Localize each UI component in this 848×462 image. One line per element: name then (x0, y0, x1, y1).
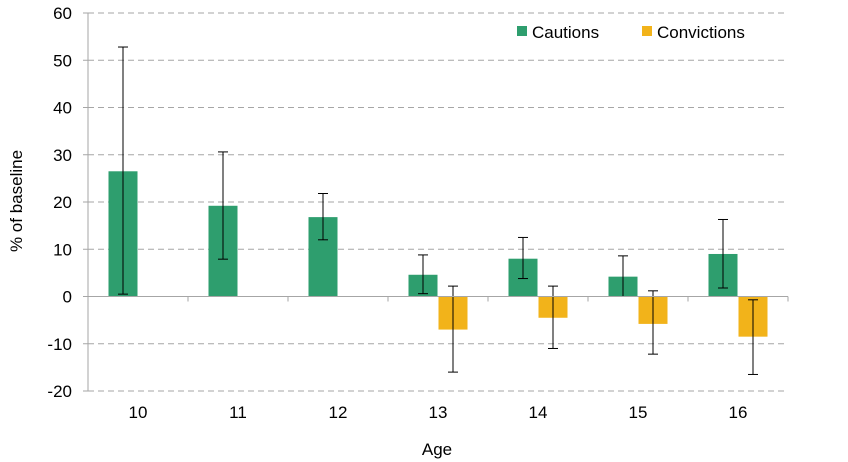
error-bars (118, 46, 758, 375)
y-tick-label: 30 (53, 146, 72, 165)
y-tick-label: 50 (53, 51, 72, 70)
legend: Cautions Convictions (517, 23, 745, 42)
x-tick-label: 16 (729, 403, 748, 422)
x-tick-label: 12 (329, 403, 348, 422)
legend-swatch-convictions (642, 26, 652, 36)
y-axis-title: % of baseline (7, 150, 26, 252)
y-tick-label: 10 (53, 240, 72, 259)
legend-swatch-cautions (517, 26, 527, 36)
y-tick-label: 20 (53, 193, 72, 212)
x-axis-title: Age (422, 440, 452, 459)
x-tick-label: 10 (129, 403, 148, 422)
x-tick-label: 14 (529, 403, 548, 422)
y-tick-label: -20 (47, 382, 72, 401)
bars (108, 171, 768, 337)
axes: -20 -10 0 10 20 30 40 50 60 10 11 12 13 14 15 16 (47, 4, 789, 422)
y-tick-label: 60 (53, 4, 72, 23)
y-tick-label: -10 (47, 335, 72, 354)
legend-label-convictions: Convictions (657, 23, 745, 42)
y-tick-label: 0 (63, 288, 72, 307)
grid (88, 12, 788, 392)
x-tick-label: 15 (629, 403, 648, 422)
x-tick-label: 11 (229, 403, 247, 422)
legend-label-cautions: Cautions (532, 23, 599, 42)
x-tick-label: 13 (429, 403, 448, 422)
y-tick-label: 40 (53, 99, 72, 118)
